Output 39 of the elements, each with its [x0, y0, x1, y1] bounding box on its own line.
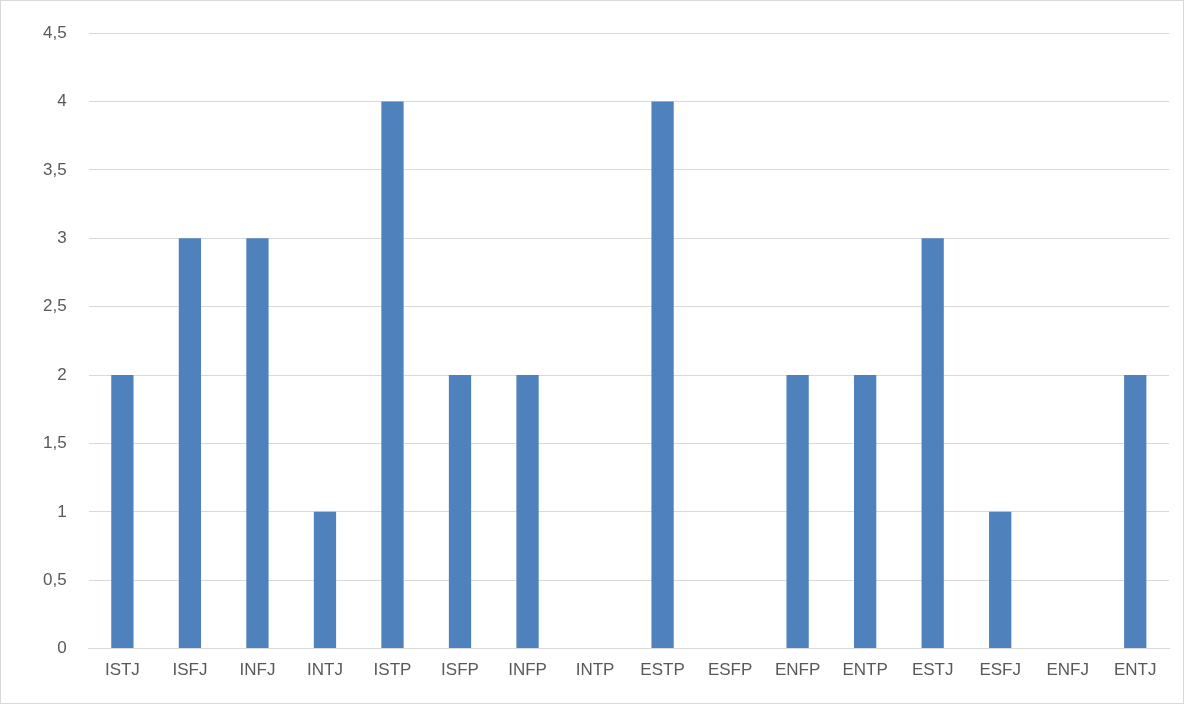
x-tick-label: ISTP — [373, 660, 412, 680]
x-tick-label: ESTJ — [911, 660, 954, 680]
x-tick-label: ISFP — [441, 660, 479, 680]
bar — [786, 375, 809, 649]
bar — [854, 375, 877, 649]
y-tick-label: 2 — [57, 364, 67, 384]
bar — [313, 511, 337, 649]
x-tick-label: INFP — [508, 660, 547, 680]
x-tick-label: ISFJ — [172, 660, 208, 680]
y-tick-label: 2,5 — [42, 296, 67, 316]
bar — [516, 375, 539, 649]
y-tick-label: 0 — [57, 638, 67, 658]
y-tick-label: 0,5 — [42, 569, 67, 589]
bar — [178, 238, 202, 649]
x-tick-label: ENFP — [774, 660, 821, 680]
y-tick-label: 1 — [57, 501, 67, 521]
y-tick-label: 3 — [57, 228, 67, 248]
bar — [246, 238, 269, 649]
y-tick-label: 3,5 — [42, 159, 67, 179]
bar — [1124, 375, 1147, 649]
x-tick-label: ESFJ — [979, 660, 1021, 680]
x-tick-label: ENTJ — [1113, 660, 1157, 680]
bar — [989, 511, 1012, 649]
x-tick-label: ISTJ — [104, 660, 140, 680]
bar — [448, 375, 472, 649]
x-tick-label: ENTP — [842, 660, 888, 680]
bar — [651, 101, 674, 649]
bar — [921, 238, 944, 649]
bar — [111, 375, 134, 649]
x-tick-label: INTP — [575, 660, 615, 680]
x-tick-label: INTJ — [307, 660, 343, 680]
x-tick-label: ESFP — [707, 660, 753, 680]
y-tick-label: 1,5 — [42, 433, 67, 453]
x-tick-label: ENFJ — [1046, 660, 1089, 680]
y-tick-label: 4,5 — [42, 22, 67, 42]
bar — [381, 101, 404, 649]
x-tick-label: INFJ — [239, 660, 276, 680]
x-tick-label: ESTP — [640, 660, 685, 680]
y-tick-label: 4 — [57, 91, 67, 111]
